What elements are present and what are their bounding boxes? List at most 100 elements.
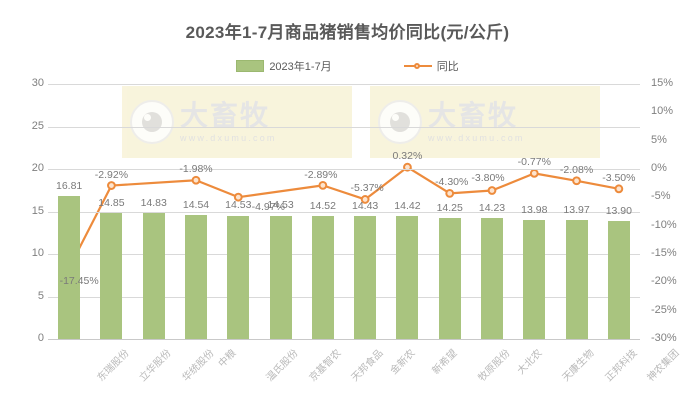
y-axis-left-tick: 10: [31, 247, 44, 259]
line-marker[interactable]: [360, 195, 370, 204]
line-marker[interactable]: [572, 176, 581, 186]
x-axis-tick-label: 立华股份: [137, 347, 175, 384]
bar-value-label: 14.52: [309, 199, 336, 212]
chart-legend: 2023年1-7月 同比: [0, 58, 695, 74]
line-value-label: -2.92%: [94, 168, 129, 181]
y-axis-right-tick: -20%: [651, 275, 677, 288]
gridline: [48, 339, 640, 340]
legend-swatch-bar-icon: [236, 60, 265, 72]
bar-value-label: 13.90: [605, 204, 632, 217]
y-axis-right-tick: -5%: [651, 190, 671, 203]
gridline: [48, 84, 640, 85]
line-value-label: 0.32%: [392, 150, 423, 163]
x-axis-tick-label: 新希望: [431, 347, 461, 377]
y-axis-left-tick: 20: [31, 162, 44, 174]
line-value-label: -3.80%: [471, 171, 505, 184]
bar[interactable]: [396, 216, 419, 339]
line-value-label: -0.77%: [517, 156, 551, 169]
bar-value-label: 14.25: [436, 201, 463, 214]
gridline: [48, 211, 640, 213]
x-axis-tick-label: 神农集团: [645, 347, 682, 384]
bar-value-label: 14.42: [394, 200, 421, 213]
bar[interactable]: [58, 196, 81, 339]
bar-value-label: 14.83: [140, 196, 167, 209]
x-axis-tick-label: 正邦科技: [603, 347, 640, 384]
legend-item-bar[interactable]: 2023年1-7月: [236, 58, 332, 74]
y-axis-left-tick: 25: [31, 119, 44, 132]
bar[interactable]: [227, 215, 250, 339]
x-axis-tick-label: 中粮: [216, 347, 239, 370]
line-value-label: -4.97%: [251, 201, 285, 214]
line-value-label: -17.45%: [59, 274, 99, 287]
bar[interactable]: [565, 220, 588, 339]
bar-value-label: 14.54: [182, 199, 210, 212]
line-marker[interactable]: [318, 180, 328, 190]
bar[interactable]: [311, 215, 334, 339]
y-axis-right-tick: 0%: [651, 162, 667, 174]
bar-value-label: 13.98: [521, 204, 548, 217]
bar-value-label: 14.23: [478, 202, 506, 215]
y-axis-right-tick: -30%: [651, 332, 677, 344]
x-axis-tick-label: 天康生物: [560, 347, 597, 384]
legend-item-line[interactable]: 同比: [403, 58, 459, 74]
line-series-layer: [64, 162, 624, 273]
bar[interactable]: [269, 215, 292, 339]
y-axis-right-tick: 15%: [651, 77, 674, 89]
bar[interactable]: [100, 212, 123, 339]
bar-value-label: 13.97: [563, 204, 590, 217]
line-marker[interactable]: [487, 186, 497, 195]
bar[interactable]: [481, 218, 503, 339]
gridline: [48, 169, 640, 170]
x-axis-tick-label: 京基智农: [307, 347, 344, 384]
line-marker[interactable]: [403, 162, 412, 172]
legend-label-bar: 2023年1-7月: [269, 61, 332, 73]
y-axis-right-tick: -15%: [651, 247, 677, 259]
bar-value-label: 14.53: [225, 199, 252, 212]
y-axis-right-tick: 5%: [651, 133, 667, 146]
bar-value-label: 16.81: [56, 180, 83, 193]
gridline: [48, 296, 640, 298]
legend-label-line: 同比: [436, 61, 459, 73]
y-axis-left-tick: 5: [37, 289, 44, 302]
line-value-label: -5.37%: [350, 182, 384, 195]
x-axis-tick-label: 大北农: [515, 347, 545, 377]
y-axis-right-tick: -25%: [651, 303, 677, 316]
chart-title: 2023年1-7月商品猪销售均价同比(元/公斤): [185, 23, 510, 42]
bar[interactable]: [438, 217, 461, 339]
line-marker[interactable]: [445, 188, 455, 198]
bar[interactable]: [185, 215, 207, 339]
line-marker[interactable]: [529, 168, 539, 178]
line-value-label: -4.30%: [435, 176, 469, 189]
line-marker[interactable]: [614, 184, 624, 194]
bar[interactable]: [607, 220, 630, 339]
line-marker[interactable]: [233, 192, 243, 202]
y-axis-left-tick: 15: [31, 204, 44, 217]
gridline: [48, 126, 640, 128]
bar-value-label: 14.53: [267, 199, 294, 212]
x-axis-tick-label: 牧原股份: [476, 347, 513, 384]
x-axis-tick-label: 温氏股份: [264, 347, 301, 384]
plot-area: 16.81 14.85 14.83 14.54 14.53 14.53 14.52 14.43…: [48, 84, 640, 340]
line-value-label: -3.50%: [602, 171, 636, 184]
line-value-label: -1.98%: [179, 163, 213, 176]
y-axis-left-tick: 0: [37, 332, 44, 344]
bar[interactable]: [523, 220, 546, 339]
bar-value-label: 14.85: [98, 196, 125, 209]
y-axis-right-tick: 10%: [651, 105, 674, 118]
bar-value-label: 14.43: [352, 200, 379, 213]
line-marker[interactable]: [191, 175, 201, 185]
x-axis-tick-label: 天邦食品: [349, 347, 386, 384]
line-value-label: -2.08%: [559, 163, 594, 176]
bar[interactable]: [354, 216, 377, 339]
x-axis-tick-label: 东瑞股份: [95, 347, 132, 384]
y-axis-right-tick: -10%: [651, 218, 677, 231]
line-marker[interactable]: [107, 181, 116, 190]
bar[interactable]: [142, 212, 165, 339]
x-axis-tick-label: 华统股份: [180, 347, 217, 384]
line-value-label: -2.89%: [304, 169, 338, 182]
gridline: [48, 254, 640, 255]
y-axis-left-tick: 30: [31, 77, 44, 89]
legend-line-marker-icon: [403, 61, 432, 71]
x-axis-tick-label: 金新农: [388, 347, 418, 377]
